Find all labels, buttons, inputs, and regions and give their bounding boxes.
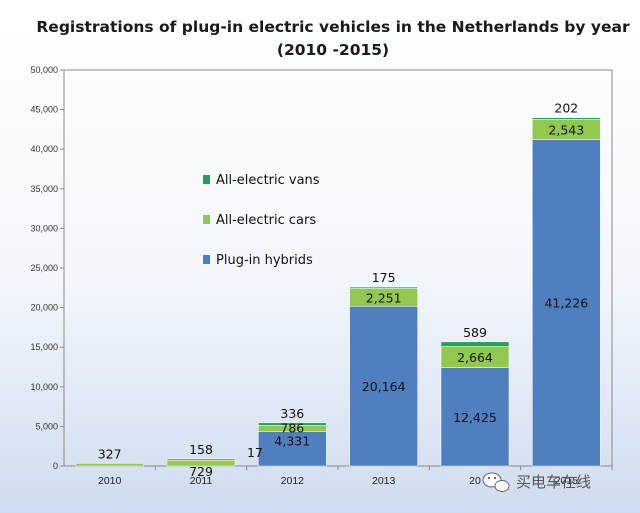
bar-hybrids (258, 431, 327, 467)
legend-label: Plug-in hybrids (216, 253, 313, 268)
y-axis: 0 5,000 10,000 15,000 20,000 25,000 30,000 35,0… (30, 65, 64, 471)
data-label-vans: 589 (463, 325, 487, 340)
x-tick-label: 2013 (372, 475, 396, 487)
data-label-cars: 327 (98, 446, 122, 461)
legend-item-cars: All-electric cars (203, 213, 316, 228)
data-label-vans: 336 (280, 406, 304, 421)
legend-label: All-electric cars (216, 213, 316, 228)
y-tick-label: 5,000 (35, 421, 58, 431)
x-axis: 2010 2011 2012 2013 20 2015 (98, 466, 613, 487)
bar-hybrids (440, 367, 510, 467)
legend-swatch (203, 215, 210, 224)
y-tick-label: 40,000 (30, 144, 58, 154)
y-tick-label: 0 (53, 461, 58, 471)
watermark-text: 买电车在线 (516, 473, 591, 491)
legend-item-hybrids: Plug-in hybrids (203, 253, 313, 268)
chart-title: Registrations of plug-in electric vehicl… (36, 18, 630, 36)
legend-swatch (203, 255, 210, 264)
bar-vans (258, 422, 327, 426)
data-label-vans: 175 (372, 270, 396, 285)
y-tick-label: 25,000 (30, 263, 58, 273)
y-tick-label: 10,000 (30, 382, 58, 392)
legend: All-electric vans All-electric cars Plug-i… (203, 173, 320, 268)
chart-subtitle: (2010 -2015) (277, 41, 389, 59)
data-label-hybrids: 12,425 (453, 410, 497, 425)
x-tick-label: 2015 (555, 475, 579, 487)
data-label-cars: 729 (189, 464, 213, 479)
x-tick-label: 20 (469, 475, 481, 487)
bar-hybrids (349, 306, 418, 467)
y-tick-label: 20,000 (30, 303, 58, 313)
bar-cars (75, 463, 144, 467)
data-label-vans: 158 (189, 442, 213, 457)
legend-label: All-electric vans (216, 173, 320, 188)
bars-layer (75, 117, 601, 467)
data-label-hybrids: 4,331 (274, 434, 310, 449)
y-tick-label: 45,000 (30, 105, 58, 115)
x-tick-label: 2010 (98, 475, 122, 487)
y-tick-label: 50,000 (30, 65, 58, 75)
x-tick-label: 2011 (190, 475, 213, 487)
y-tick-label: 30,000 (30, 223, 58, 233)
data-label-cars: 786 (280, 421, 304, 436)
bar-vans (166, 458, 236, 461)
legend-item-vans: All-electric vans (203, 173, 320, 188)
wechat-icon (482, 472, 510, 492)
watermark: 买电车在线 (482, 472, 591, 492)
bar-hybrids (532, 139, 601, 467)
bar-vans (349, 286, 418, 289)
x-tick-label: 2012 (281, 475, 305, 487)
data-label-extra: 17 (247, 445, 263, 460)
bar-vans (532, 117, 601, 120)
y-tick-label: 15,000 (30, 342, 58, 352)
data-label-cars: 2,664 (457, 350, 493, 365)
data-label-vans: 202 (554, 101, 578, 116)
bar-vans (440, 341, 510, 347)
data-label-cars: 2,251 (366, 290, 402, 305)
legend-swatch (203, 175, 210, 184)
data-label-cars: 2,543 (548, 122, 584, 137)
y-tick-label: 35,000 (30, 184, 58, 194)
data-label-hybrids: 20,164 (362, 379, 406, 394)
data-label-hybrids: 41,226 (544, 296, 588, 311)
